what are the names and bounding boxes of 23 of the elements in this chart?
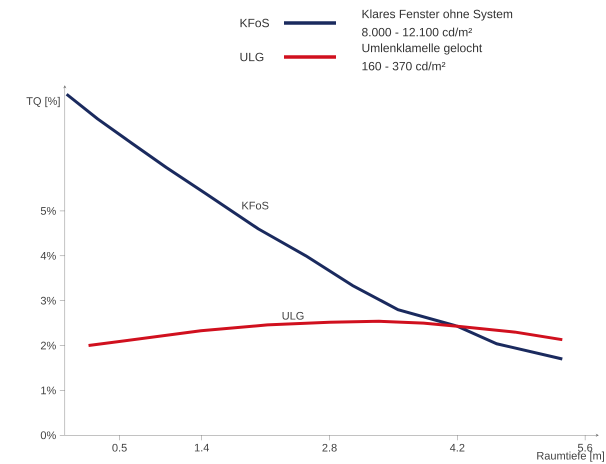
text: ULG — [282, 312, 304, 320]
x-tick-label: 5.6 — [578, 444, 592, 452]
legend-label: ULG — [240, 52, 264, 62]
text: KFoS — [242, 202, 268, 210]
y-tick-label: 5% — [40, 207, 56, 215]
y-tick-label: 4% — [40, 252, 56, 260]
x-tick-label: 0.5 — [112, 444, 127, 452]
text: Klares Fenster ohne System — [362, 9, 512, 21]
line-series — [65, 92, 564, 360]
y-axis-title: TQ [%] — [26, 96, 60, 108]
x-tick-label: 1.4 — [194, 444, 210, 452]
text: 8.000 - 12.100 cd/m² — [362, 28, 472, 36]
y-tick-label: 0% — [40, 431, 56, 440]
y-tick-label: 1% — [41, 386, 56, 394]
y-tick-label: 2% — [40, 342, 56, 350]
text: 160 - 370 cd/m² — [362, 62, 446, 70]
x-tick-label: 2.8 — [322, 444, 337, 452]
text: Umlenklamelle gelocht — [362, 43, 482, 55]
line-series — [87, 320, 564, 348]
x-tick-label: 4.2 — [450, 444, 464, 452]
y-tick-label: 3% — [40, 296, 56, 305]
legend-label: KFoS — [240, 18, 269, 28]
x-axis-title: Raumtiefe [m] — [537, 452, 604, 462]
